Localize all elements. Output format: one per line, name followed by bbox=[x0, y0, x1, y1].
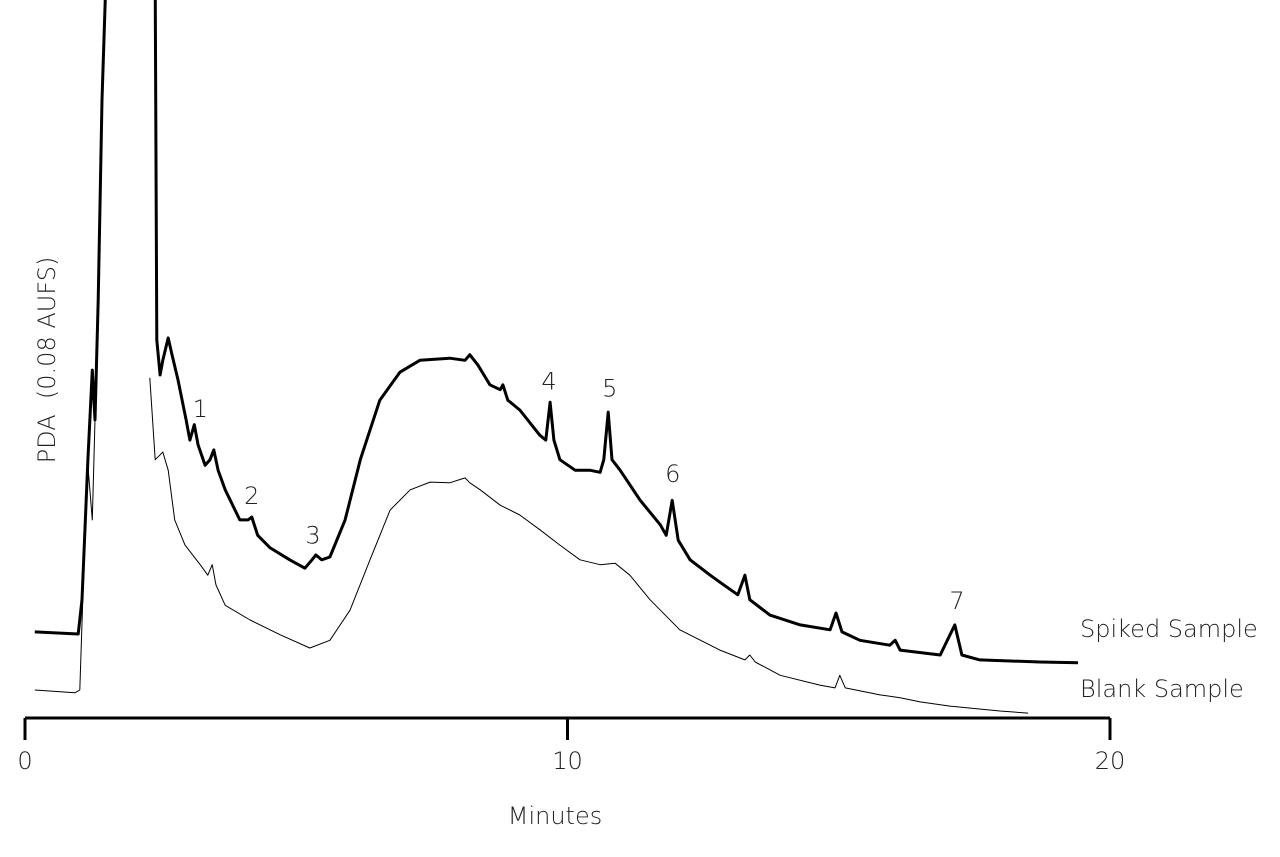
x-tick-label: 10 bbox=[552, 747, 583, 775]
peak-label: 4 bbox=[541, 368, 556, 396]
plot-area bbox=[34, 0, 1079, 714]
peak-label: 1 bbox=[193, 395, 208, 423]
peak-label: 7 bbox=[949, 587, 964, 615]
peak-label: 5 bbox=[602, 375, 617, 403]
series-label: Blank Sample bbox=[1080, 675, 1244, 703]
peak-label: 6 bbox=[665, 460, 680, 488]
x-tick-label: 0 bbox=[17, 747, 32, 775]
trace-line bbox=[34, 0, 1029, 714]
peak-label: 2 bbox=[244, 482, 259, 510]
series-label: Spiked Sample bbox=[1080, 615, 1258, 643]
y-axis-label: PDA (0.08 AUFS) bbox=[33, 257, 61, 464]
peak-label: 3 bbox=[305, 522, 320, 550]
x-axis-label: Minutes bbox=[508, 802, 602, 830]
x-tick-label: 20 bbox=[1095, 747, 1126, 775]
trace-line bbox=[34, 0, 1079, 665]
